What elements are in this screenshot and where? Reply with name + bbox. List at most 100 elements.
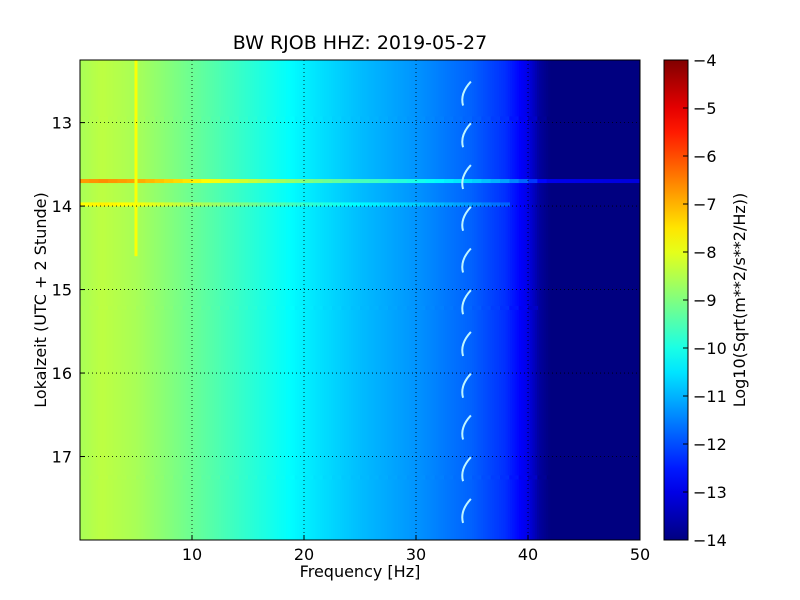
heatmap-column bbox=[550, 60, 554, 540]
band-segment bbox=[462, 475, 473, 480]
heatmap-column bbox=[131, 60, 135, 540]
band-segment bbox=[593, 179, 604, 184]
band-segment bbox=[220, 116, 230, 121]
band-segment bbox=[192, 179, 202, 184]
band-segment bbox=[416, 179, 426, 184]
heatmap-column bbox=[433, 60, 437, 540]
heatmap-column bbox=[429, 60, 433, 540]
heatmap-column bbox=[357, 60, 361, 540]
heatmap-column bbox=[505, 60, 509, 540]
heatmap-column bbox=[483, 60, 487, 540]
heatmap-column bbox=[259, 60, 263, 540]
band-segment bbox=[266, 475, 277, 480]
colorbar-tick-label: −6 bbox=[693, 147, 717, 166]
band-segment bbox=[117, 116, 128, 121]
band-segment bbox=[472, 475, 482, 480]
band-segment bbox=[369, 202, 380, 207]
band-segment bbox=[136, 202, 146, 207]
band-segment bbox=[378, 179, 389, 184]
band-segment bbox=[313, 202, 324, 207]
band-segment bbox=[117, 475, 128, 480]
heatmap-column bbox=[196, 60, 200, 540]
heatmap-column bbox=[510, 60, 513, 540]
band-segment bbox=[434, 116, 445, 121]
band-segment bbox=[444, 116, 454, 121]
heatmap-column bbox=[512, 60, 516, 540]
heatmap-column bbox=[194, 60, 198, 540]
band-segment bbox=[154, 475, 165, 480]
drifting-tone-mark bbox=[461, 289, 472, 315]
band-segment bbox=[80, 475, 90, 480]
heatmap-column bbox=[516, 60, 520, 540]
band-segment bbox=[500, 179, 510, 184]
heatmap-column bbox=[400, 60, 404, 540]
band-segment bbox=[108, 116, 118, 121]
heatmap-column bbox=[480, 60, 484, 540]
band-segment bbox=[304, 179, 314, 184]
band-segment bbox=[378, 305, 389, 310]
heatmap-column bbox=[624, 60, 628, 540]
band-segment bbox=[108, 475, 118, 480]
heatmap-column bbox=[422, 60, 426, 540]
band-segment bbox=[294, 179, 305, 184]
heatmap-column bbox=[579, 60, 583, 540]
band-segment bbox=[285, 116, 296, 121]
band-segment bbox=[341, 202, 352, 207]
band-segment bbox=[444, 202, 454, 207]
heatmap-column bbox=[507, 60, 511, 540]
heatmap-column bbox=[234, 60, 238, 540]
heatmap-column bbox=[106, 60, 110, 540]
heatmap-column bbox=[221, 60, 224, 540]
band-segment bbox=[360, 179, 370, 184]
heatmap-column bbox=[239, 60, 242, 540]
band-segment bbox=[425, 179, 436, 184]
heatmap-column bbox=[310, 60, 314, 540]
band-segment bbox=[472, 116, 482, 121]
band-segment bbox=[313, 179, 324, 184]
heatmap-column bbox=[431, 60, 435, 540]
band-segment bbox=[173, 475, 184, 480]
band-segment bbox=[397, 116, 408, 121]
y-axis: 13 14 15 16 17 bbox=[52, 114, 85, 467]
band-segment bbox=[257, 475, 268, 480]
band-segment bbox=[444, 179, 454, 184]
band-segment bbox=[89, 475, 100, 480]
band-segment bbox=[164, 475, 174, 480]
heatmap-column bbox=[404, 60, 408, 540]
heatmap-column bbox=[411, 60, 415, 540]
heatmap-column bbox=[561, 60, 565, 540]
x-axis: 10 20 30 40 50 bbox=[182, 535, 650, 564]
heatmap-column bbox=[427, 60, 431, 540]
heatmap-column bbox=[541, 60, 545, 540]
band-segment bbox=[201, 202, 212, 207]
band-segment bbox=[518, 305, 529, 310]
heatmap-column bbox=[413, 60, 417, 540]
heatmap-column bbox=[102, 60, 106, 540]
band-segment bbox=[621, 179, 632, 184]
band-segment bbox=[266, 116, 277, 121]
band-segment bbox=[537, 475, 548, 480]
band-segment bbox=[164, 116, 174, 121]
band-segment bbox=[257, 202, 268, 207]
heatmap-column bbox=[100, 60, 103, 540]
band-segment bbox=[173, 202, 184, 207]
band-segment bbox=[490, 475, 501, 480]
y-tick-label: 13 bbox=[52, 114, 72, 133]
band-segment bbox=[220, 179, 230, 184]
band-segment bbox=[89, 116, 100, 121]
band-segment bbox=[341, 116, 352, 121]
heatmap-column bbox=[306, 60, 310, 540]
heatmap-column bbox=[489, 60, 493, 540]
band-segment bbox=[248, 202, 258, 207]
heatmap-column bbox=[386, 60, 390, 540]
band-segment bbox=[369, 116, 380, 121]
heatmap-column bbox=[82, 60, 86, 540]
band-segment bbox=[350, 475, 361, 480]
band-segment bbox=[210, 116, 221, 121]
band-segment bbox=[126, 179, 137, 184]
heatmap-column bbox=[382, 60, 386, 540]
band-segment bbox=[406, 475, 417, 480]
drifting-tone-mark bbox=[461, 414, 472, 440]
heatmap-column bbox=[158, 60, 162, 540]
